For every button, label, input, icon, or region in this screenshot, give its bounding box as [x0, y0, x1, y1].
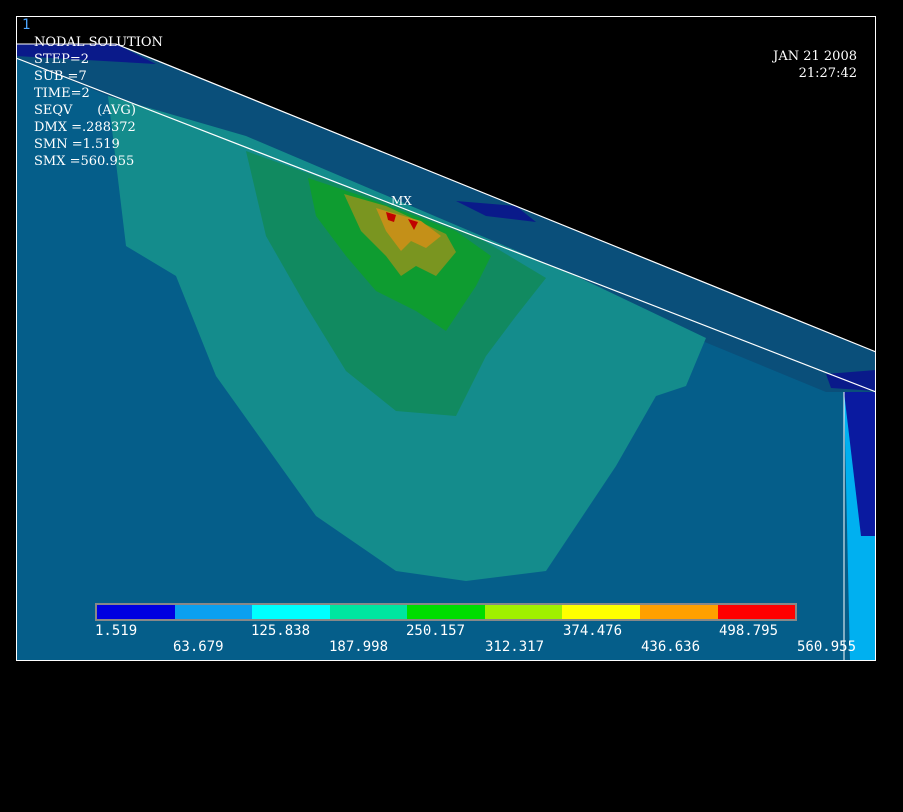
legend-label: 498.795 [719, 623, 778, 639]
legend-label: 250.157 [406, 623, 465, 639]
info-line-smn: SMN =1.519 [34, 136, 163, 153]
legend-label: 187.998 [329, 639, 388, 655]
max-marker: MX [391, 194, 412, 208]
legend-label: 374.476 [563, 623, 622, 639]
legend-label: 560.955 [797, 639, 856, 655]
legend-label: 1.519 [95, 623, 137, 639]
legend-swatch [562, 605, 640, 619]
info-line-sub: SUB =7 [34, 68, 163, 85]
info-line-dmx: DMX =.288372 [34, 119, 163, 136]
contour-legend-bar [95, 603, 797, 621]
legend-swatch [252, 605, 330, 619]
legend-label: 125.838 [251, 623, 310, 639]
window-number: 1 [22, 17, 30, 33]
date-block: JAN 21 2008 21:27:42 [773, 48, 857, 82]
legend-swatch [485, 605, 563, 619]
date-text: JAN 21 2008 [773, 48, 857, 65]
legend-swatch [640, 605, 718, 619]
solution-title: NODAL SOLUTION [34, 34, 163, 51]
legend-label: 63.679 [173, 639, 224, 655]
info-line-step: STEP=2 [34, 51, 163, 68]
info-line-smx: SMX =560.955 [34, 153, 163, 170]
legend-swatch [718, 605, 796, 619]
info-line-time: TIME=2 [34, 85, 163, 102]
legend-swatch [97, 605, 175, 619]
legend-swatch [330, 605, 408, 619]
legend-label: 312.317 [485, 639, 544, 655]
legend-swatch [175, 605, 253, 619]
time-text: 21:27:42 [773, 65, 857, 82]
info-line-seqv: SEQV (AVG) [34, 102, 163, 119]
info-block: NODAL SOLUTION STEP=2 SUB =7 TIME=2 SEQV… [34, 34, 163, 170]
legend-label: 436.636 [641, 639, 700, 655]
legend-swatch [407, 605, 485, 619]
